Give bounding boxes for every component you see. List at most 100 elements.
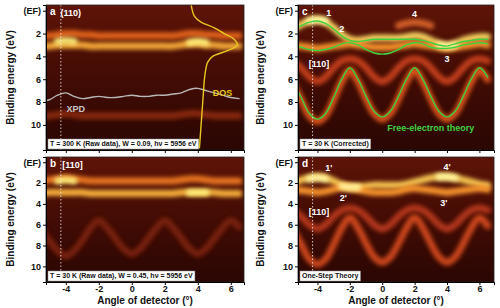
- marks: [298, 5, 488, 150]
- x-tick: 6: [229, 282, 234, 294]
- y-tick-label: 4: [288, 199, 293, 209]
- x-axis: -4-20246: [47, 282, 245, 294]
- x-tick-mark: [415, 150, 416, 153]
- panel: (EF)246810-4-20246Binding energy (eV)Ang…: [255, 157, 495, 306]
- y-tick-label: 10: [283, 120, 293, 130]
- x-tick: [317, 150, 318, 153]
- x-axis: -4-20246: [299, 282, 495, 294]
- y-tick-mark: [295, 125, 298, 126]
- intensity-band: [309, 177, 455, 188]
- x-tick: -4: [62, 282, 70, 294]
- y-tick: 2: [36, 178, 46, 188]
- x-tick-mark: [317, 150, 318, 153]
- panel: (EF)246810Binding energy (eV)c1234[110]F…: [255, 5, 495, 153]
- y-tick-mark: [43, 225, 46, 226]
- plot-background: [46, 5, 244, 150]
- x-axis-line: [47, 151, 245, 154]
- y-tick-mark: [295, 56, 298, 57]
- x-tick-label: -2: [346, 284, 354, 294]
- y-tick: 6: [288, 220, 298, 230]
- y-tick-mark: [295, 34, 298, 35]
- y-axis-title: Binding energy (eV): [255, 30, 266, 124]
- annotation: [110]: [309, 207, 330, 217]
- y-tick-mark: [43, 56, 46, 57]
- y-tick-mark: [295, 204, 298, 205]
- x-tick-label: 6: [477, 284, 482, 294]
- y-tick: 8: [36, 97, 46, 107]
- marks: [46, 157, 239, 282]
- x-tick-label: -2: [95, 284, 103, 294]
- x-tick: [231, 150, 232, 153]
- annotation: 4': [443, 162, 450, 172]
- x-tick-label: -4: [62, 284, 70, 294]
- x-axis-title: Angle of detector (°): [348, 295, 444, 306]
- note: T = 30 K (Corrected): [302, 140, 369, 148]
- x-tick: 0: [380, 282, 385, 294]
- panel: (EF)246810-4-20246Binding energy (eV)Ang…: [5, 157, 245, 306]
- x-tick: [165, 150, 166, 153]
- direction-line: [312, 5, 313, 150]
- figure: (EF)246810Binding energy (eV)a(110)XPDDO…: [0, 0, 500, 308]
- panel-label: a: [50, 6, 56, 17]
- panel-label: c: [302, 6, 308, 17]
- y-tick-label: 8: [36, 97, 41, 107]
- y-tick: 10: [31, 120, 46, 130]
- y-tick: (EF): [276, 6, 299, 16]
- y-tick-mark: [43, 125, 46, 126]
- annotation: 2: [339, 24, 344, 34]
- direction-line: [60, 157, 61, 282]
- y-tick-label: (EF): [276, 6, 294, 16]
- x-tick-label: 0: [380, 284, 385, 294]
- y-tick-mark: [295, 266, 298, 267]
- marks: [46, 5, 239, 150]
- intensity-band: [298, 20, 488, 46]
- x-axis-line: [299, 151, 495, 154]
- y-tick-label: 8: [36, 241, 41, 251]
- x-tick-label: 0: [130, 284, 135, 294]
- annotation: [110]: [62, 160, 83, 170]
- y-axis: (EF)246810: [276, 158, 299, 283]
- y-tick-mark: [43, 204, 46, 205]
- intensity-band: [46, 221, 239, 256]
- annotation: [110]: [309, 59, 330, 69]
- x-tick: 2: [163, 282, 168, 294]
- x-tick: 0: [130, 282, 135, 294]
- y-axis: (EF)246810: [24, 6, 47, 151]
- y-tick: 6: [36, 220, 46, 230]
- y-tick-label: 8: [288, 241, 293, 251]
- x-tick-mark: [165, 150, 166, 153]
- y-tick-label: (EF): [276, 158, 294, 168]
- x-tick: 6: [477, 282, 482, 294]
- y-tick-label: 8: [288, 97, 293, 107]
- note-box: [48, 139, 199, 149]
- x-tick: [198, 150, 199, 153]
- plot-frame: [298, 157, 494, 282]
- x-tick: -2: [95, 282, 103, 294]
- x-tick: [447, 150, 448, 153]
- y-axis: (EF)246810: [276, 6, 299, 151]
- x-tick-mark: [382, 150, 383, 153]
- y-tick: 4: [36, 199, 46, 209]
- y-tick-label: 2: [36, 178, 41, 188]
- curve: [298, 21, 488, 46]
- plot-frame: [46, 5, 244, 150]
- y-tick-label: 2: [288, 178, 293, 188]
- note: One-Step Theory: [302, 272, 359, 280]
- y-tick: 6: [36, 75, 46, 85]
- x-tick: 4: [445, 282, 450, 294]
- marks: [298, 157, 488, 282]
- x-tick-mark: [447, 150, 448, 153]
- note: T = 300 K (Raw data), W = 0.09, hν = 595…: [50, 140, 197, 148]
- y-tick: 10: [283, 120, 298, 130]
- y-tick-mark: [295, 162, 298, 163]
- intensity-band: [298, 208, 488, 229]
- intensity-band: [58, 180, 207, 193]
- x-tick-mark: [350, 150, 351, 153]
- intensity-band: [46, 192, 239, 193]
- y-axis-line: [295, 158, 299, 283]
- annotation: DOS: [213, 88, 233, 98]
- y-tick-label: 4: [36, 199, 41, 209]
- intensity-band: [398, 22, 430, 25]
- y-tick: 2: [36, 29, 46, 39]
- y-tick-mark: [295, 183, 298, 184]
